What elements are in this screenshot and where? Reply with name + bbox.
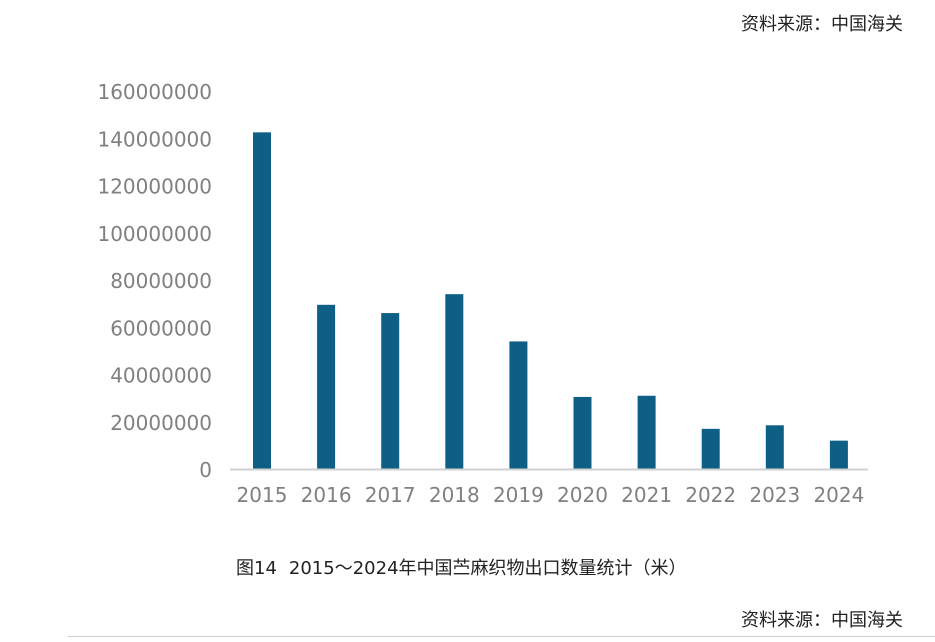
bar-2022 [701,428,720,469]
x-tick-label: 2019 [493,483,544,507]
bar-2023 [765,425,784,469]
bars [253,132,848,469]
x-tick-label: 2022 [685,483,736,507]
y-tick-label: 80000000 [110,269,212,293]
bar-2024 [829,440,848,469]
bar-2018 [445,294,464,469]
y-tick-label: 140000000 [97,127,212,151]
y-tick-label: 0 [199,458,212,482]
x-tick-label: 2018 [429,483,480,507]
bar-chart: 0 20000000 40000000 60000000 80000000 1000000… [97,80,868,507]
bar-2020 [573,396,592,469]
bar-2015 [253,132,271,469]
source-note-top: 资料来源：中国海关 [741,14,903,35]
y-tick-label: 120000000 [97,175,212,199]
x-tick-label: 2023 [749,483,800,507]
y-tick-label: 60000000 [110,316,212,340]
y-axis-ticks: 0 20000000 40000000 60000000 80000000 1000000… [97,80,212,482]
x-tick-label: 2020 [557,483,608,507]
divider [68,636,935,637]
bar-2021 [637,395,656,469]
y-tick-label: 100000000 [97,222,212,246]
bar-2016 [317,304,336,469]
x-axis-ticks: 2015 2016 2017 2018 2019 2020 2021 2022 2023 2024 [237,483,865,507]
figure-caption: 图14 2015～2024年中国苎麻织物出口数量统计（米） [236,554,687,580]
y-tick-label: 160000000 [97,80,212,104]
bar-2017 [381,313,400,469]
y-tick-label: 40000000 [110,364,212,388]
figure-number: 图14 [236,558,277,579]
y-tick-label: 20000000 [110,411,212,435]
x-tick-label: 2021 [621,483,672,507]
x-tick-label: 2024 [813,483,864,507]
x-tick-label: 2017 [365,483,416,507]
source-note-bottom: 资料来源：中国海关 [741,610,903,631]
figure-caption-text: 2015～2024年中国苎麻织物出口数量统计（米） [288,558,687,579]
x-tick-label: 2016 [301,483,352,507]
x-tick-label: 2015 [237,483,288,507]
bar-2019 [509,341,528,469]
